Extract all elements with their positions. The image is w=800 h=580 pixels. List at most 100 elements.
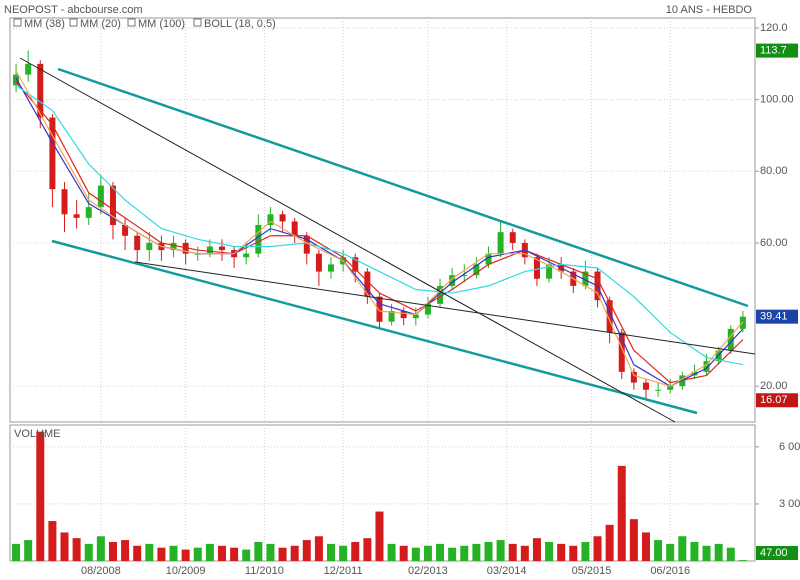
candle-body (134, 235, 141, 251)
candle-body (388, 310, 395, 322)
trend-line (134, 261, 756, 355)
x-tick-label: 11/2010 (245, 565, 284, 577)
volume-bar (678, 536, 687, 561)
x-tick-label: 03/2014 (487, 565, 527, 577)
legend-label[interactable]: MM (100) (138, 18, 185, 30)
period: 10 ANS - HEBDO (666, 4, 753, 16)
y-tick-label: 6 000 (779, 441, 800, 453)
candle-body (267, 214, 274, 226)
volume-bar (96, 536, 105, 561)
candle-body (606, 300, 613, 333)
volume-bar (48, 521, 57, 561)
legend-checkbox[interactable] (69, 18, 78, 27)
volume-bar (472, 543, 481, 561)
volume-bar (339, 545, 348, 561)
volume-bar (641, 532, 650, 561)
moving-average (15, 84, 744, 366)
candle-body (49, 117, 56, 190)
candle-body (667, 386, 674, 390)
volume-bar (327, 543, 336, 561)
candle-body (25, 63, 32, 75)
volume-bar (520, 545, 529, 561)
volume-bar (108, 541, 117, 561)
legend-label[interactable]: BOLL (18, 0.5) (204, 18, 276, 30)
y-tick-label: 60.00 (760, 237, 788, 249)
candle-body (146, 242, 153, 251)
candle-body (424, 303, 431, 315)
volume-bar (290, 545, 299, 561)
volume-bar (363, 538, 372, 561)
volume-tag (756, 546, 798, 560)
x-tick-label: 10/2009 (166, 565, 206, 577)
candle-body (279, 214, 286, 222)
channel-upper (57, 67, 749, 308)
volume-bar (569, 545, 578, 561)
volume-bar (242, 549, 251, 561)
candle-body (727, 328, 734, 351)
volume-bar (314, 536, 323, 561)
volume-bar (508, 543, 517, 561)
candle-body (85, 207, 92, 218)
volume-tag-label: 47.00 (760, 547, 788, 559)
volume-bar (557, 543, 566, 561)
price-tag-label: 39.41 (760, 311, 788, 323)
volume-bar (460, 545, 469, 561)
volume-bar (593, 536, 602, 561)
candle-body (97, 185, 104, 208)
volume-bar (484, 541, 493, 561)
volume-bar (387, 543, 396, 561)
y-tick-label: 3 000 (779, 498, 800, 510)
volume-bar (690, 541, 699, 561)
volume-bar (181, 549, 190, 561)
volume-bar (72, 538, 81, 561)
candle-body (218, 246, 225, 251)
candle-body (642, 382, 649, 390)
volume-bar (605, 524, 614, 561)
x-tick-label: 02/2013 (408, 565, 448, 577)
volume-bar (36, 431, 45, 561)
volume-bar (157, 547, 166, 561)
price-tag-label: 113.7 (760, 44, 787, 56)
legend-label[interactable]: MM (38) (24, 18, 65, 30)
candle-body (376, 296, 383, 322)
volume-bar (411, 547, 420, 561)
y-tick-label: 80.00 (760, 165, 788, 177)
candle-body (473, 264, 480, 276)
channel-lower (51, 239, 698, 415)
x-tick-label: 12/2011 (324, 565, 363, 577)
volume-bar (278, 547, 287, 561)
volume-bar (205, 543, 214, 561)
legend-checkbox[interactable] (127, 18, 136, 27)
volume-bar (302, 540, 311, 561)
price-frame (9, 17, 756, 423)
volume-bar (532, 538, 541, 561)
candle-body (303, 235, 310, 254)
candle-body (13, 74, 20, 86)
candle-body (582, 271, 589, 286)
candle-body (328, 264, 335, 272)
candle-body (109, 185, 116, 226)
price-tag-label: 16.07 (760, 394, 788, 406)
candle-body (412, 314, 419, 319)
legend-label[interactable]: MM (20) (80, 18, 121, 30)
chart-title: NEOPOST - abcbourse.com (4, 4, 143, 16)
candle-body (509, 232, 516, 243)
x-tick-label: 08/2008 (81, 565, 121, 577)
candle-body (655, 389, 662, 391)
y-tick-label: 20.00 (760, 380, 788, 392)
volume-bar (617, 465, 626, 561)
marks (12, 50, 747, 561)
candle-body (364, 271, 371, 297)
legend-checkbox[interactable] (193, 18, 202, 27)
price-tag (756, 43, 798, 58)
grid (10, 18, 755, 561)
candle-body (243, 253, 250, 258)
legend-checkbox[interactable] (13, 18, 22, 27)
volume-bar (133, 545, 142, 561)
candle-body (703, 361, 710, 372)
candle-body (461, 275, 468, 277)
volume-bar (702, 545, 711, 561)
volume-bar (375, 511, 384, 561)
volume-bar (121, 540, 130, 561)
